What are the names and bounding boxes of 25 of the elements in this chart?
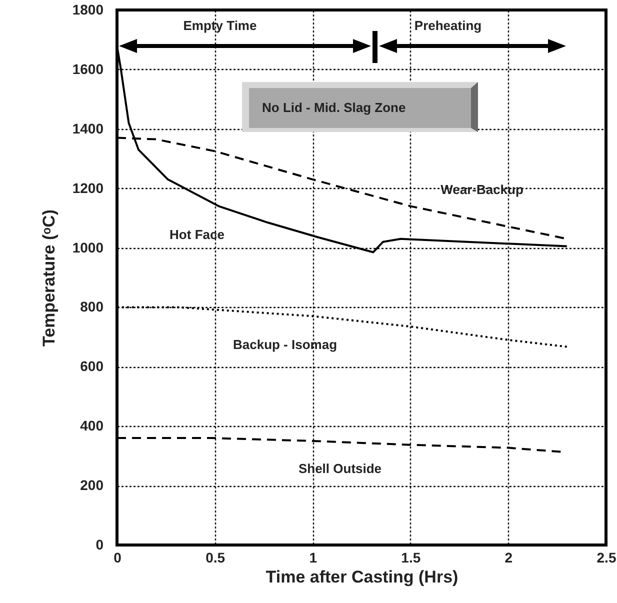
- series-label: Hot Face: [170, 227, 224, 242]
- x-tick-label: 1: [309, 550, 318, 566]
- y-axis-title: Temperature (ᵒC): [39, 209, 58, 347]
- x-tick-label: 0: [114, 550, 122, 566]
- x-tick-label: 0.5: [206, 550, 226, 566]
- x-axis-title: Time after Casting (Hrs): [266, 568, 458, 586]
- y-tick-label: 800: [80, 298, 104, 315]
- y-tick-label: 1200: [72, 180, 104, 196]
- annotation: No Lid - Mid. Slag Zone: [262, 100, 406, 115]
- series-label: Wear-Backup: [440, 182, 524, 197]
- x-tick-label: 2.5: [596, 550, 616, 566]
- y-tick-label: 600: [80, 358, 104, 374]
- annotation: Empty Time: [183, 18, 257, 33]
- y-tick-label: 400: [80, 418, 104, 434]
- y-tick-label: 200: [80, 477, 104, 494]
- y-tick-label: 1600: [72, 60, 104, 77]
- annotation: Preheating: [414, 18, 482, 33]
- series-label: Shell Outside: [298, 461, 382, 476]
- y-tick-label: 1800: [72, 2, 104, 18]
- series-label: Backup - Isomag: [232, 337, 338, 352]
- y-tick-label: 1400: [72, 120, 104, 136]
- y-tick-label: 0: [96, 536, 104, 552]
- x-tick-label: 1.5: [401, 550, 421, 566]
- x-tick-label: 2: [504, 550, 513, 566]
- y-tick-label: 1000: [72, 239, 104, 256]
